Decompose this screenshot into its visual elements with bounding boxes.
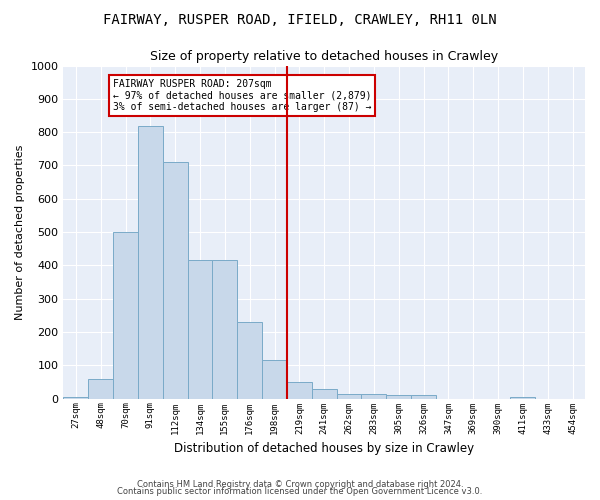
Bar	[88, 380, 113, 398]
Bar	[337, 394, 361, 398]
Title: Size of property relative to detached houses in Crawley: Size of property relative to detached ho…	[150, 50, 498, 63]
Y-axis label: Number of detached properties: Number of detached properties	[15, 144, 25, 320]
Text: FAIRWAY RUSPER ROAD: 207sqm
← 97% of detached houses are smaller (2,879)
3% of s: FAIRWAY RUSPER ROAD: 207sqm ← 97% of det…	[113, 79, 371, 112]
Bar	[113, 232, 138, 398]
Text: Contains public sector information licensed under the Open Government Licence v3: Contains public sector information licen…	[118, 487, 482, 496]
Bar	[386, 394, 411, 398]
X-axis label: Distribution of detached houses by size in Crawley: Distribution of detached houses by size …	[174, 442, 474, 455]
Bar	[163, 162, 188, 398]
Bar	[237, 322, 262, 398]
Bar	[361, 394, 386, 398]
Bar	[212, 260, 237, 398]
Text: Contains HM Land Registry data © Crown copyright and database right 2024.: Contains HM Land Registry data © Crown c…	[137, 480, 463, 489]
Bar	[287, 382, 312, 398]
Bar	[411, 396, 436, 398]
Bar	[511, 397, 535, 398]
Bar	[188, 260, 212, 398]
Text: FAIRWAY, RUSPER ROAD, IFIELD, CRAWLEY, RH11 0LN: FAIRWAY, RUSPER ROAD, IFIELD, CRAWLEY, R…	[103, 12, 497, 26]
Bar	[138, 126, 163, 398]
Bar	[312, 388, 337, 398]
Bar	[64, 397, 88, 398]
Bar	[262, 360, 287, 399]
